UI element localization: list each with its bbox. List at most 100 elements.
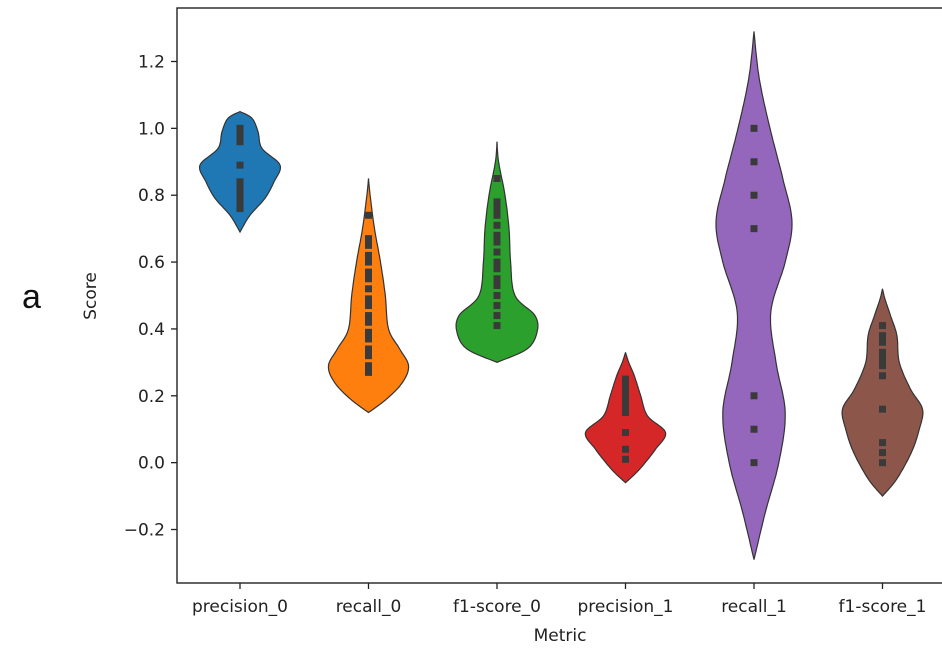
data-point: [365, 295, 372, 303]
data-point: [365, 211, 372, 219]
data-point: [879, 439, 886, 447]
data-point: [236, 205, 244, 213]
data-point: [365, 368, 372, 376]
x-axis-title: Metric: [534, 626, 587, 646]
data-point: [879, 338, 886, 346]
data-point: [879, 449, 886, 457]
plot-area: [199, 31, 924, 560]
data-point: [622, 409, 629, 417]
data-point: [750, 191, 758, 199]
data-point: [879, 355, 886, 363]
y-tick-label: −0.2: [124, 521, 165, 541]
data-point: [750, 158, 758, 166]
x-tick-label: precision_0: [192, 597, 288, 617]
violin-body: [584, 352, 667, 484]
data-point: [622, 402, 629, 410]
violin-precision_0: [199, 110, 281, 234]
data-point: [879, 372, 886, 380]
data-point: [879, 362, 886, 370]
data-point: [622, 382, 629, 390]
data-point: [493, 248, 501, 256]
data-point: [493, 258, 501, 266]
x-tick-label: f1-score_1: [839, 597, 927, 617]
y-tick-label: 1.0: [138, 119, 165, 139]
data-point: [365, 345, 372, 353]
data-point: [493, 231, 501, 239]
data-point: [365, 335, 372, 343]
data-point: [879, 405, 886, 413]
data-point: [236, 138, 244, 146]
data-point: [236, 178, 244, 186]
x-tick-label: recall_1: [721, 597, 787, 617]
data-point: [493, 281, 501, 289]
data-point: [365, 241, 372, 249]
data-point: [365, 258, 372, 266]
y-axis-title: Score: [81, 272, 101, 320]
data-point: [365, 352, 372, 360]
data-point: [493, 238, 501, 246]
violin-body: [841, 288, 924, 498]
y-tick-label: 0.2: [138, 387, 165, 407]
data-point: [365, 251, 372, 259]
data-point: [622, 429, 629, 437]
data-point: [236, 131, 244, 139]
x-tick-label: precision_1: [577, 597, 673, 617]
data-point: [622, 445, 629, 453]
data-point: [365, 362, 372, 370]
data-point: [493, 302, 501, 310]
data-point: [622, 375, 629, 383]
x-tick-label: f1-score_0: [453, 597, 541, 617]
data-point: [365, 268, 372, 276]
violin-precision_1: [584, 352, 667, 484]
data-point: [879, 348, 886, 356]
data-point: [750, 124, 758, 132]
data-point: [879, 322, 886, 330]
data-point: [493, 198, 501, 206]
violin-f1-score_1: [841, 288, 924, 498]
data-point: [365, 312, 372, 320]
data-point: [493, 205, 501, 213]
violin-body: [715, 31, 793, 560]
data-point: [750, 392, 758, 400]
y-tick-label: 0.4: [138, 320, 165, 340]
data-point: [365, 318, 372, 326]
data-point: [236, 198, 244, 206]
plot-frame: [176, 7, 942, 584]
violin-recall_0: [327, 178, 410, 414]
data-point: [493, 174, 501, 182]
data-point: [622, 395, 629, 403]
data-point: [750, 459, 758, 467]
data-point: [493, 211, 501, 219]
data-point: [493, 275, 501, 283]
data-point: [365, 328, 372, 336]
data-point: [236, 124, 244, 132]
panel-label: a: [22, 278, 41, 316]
x-tick-label: recall_0: [336, 597, 402, 617]
x-axis: precision_0 recall_0 f1-score_0 precision_1…: [192, 583, 926, 617]
y-axis: −0.2 0.0 0.2 0.4 0.6 0.8 1.0 1.2: [124, 52, 177, 541]
data-point: [493, 322, 501, 330]
data-point: [493, 292, 501, 299]
data-point: [622, 388, 629, 396]
y-tick-label: 1.2: [138, 52, 165, 72]
data-point: [879, 332, 886, 340]
data-point: [236, 161, 244, 169]
data-point: [493, 221, 501, 229]
data-point: [365, 302, 372, 310]
violin-f1-score_0: [455, 141, 539, 364]
data-point: [236, 185, 244, 193]
data-point: [365, 285, 372, 293]
y-tick-label: 0.6: [138, 253, 165, 273]
data-point: [365, 235, 372, 243]
data-point: [750, 425, 758, 433]
data-point: [236, 191, 244, 199]
data-point: [879, 459, 886, 467]
violin-body: [199, 110, 281, 234]
violin-recall_1: [715, 31, 793, 560]
y-tick-label: 0.8: [138, 186, 165, 206]
data-point: [750, 225, 758, 233]
data-point: [493, 265, 501, 273]
y-tick-label: 0.0: [138, 454, 165, 474]
data-point: [365, 275, 372, 283]
